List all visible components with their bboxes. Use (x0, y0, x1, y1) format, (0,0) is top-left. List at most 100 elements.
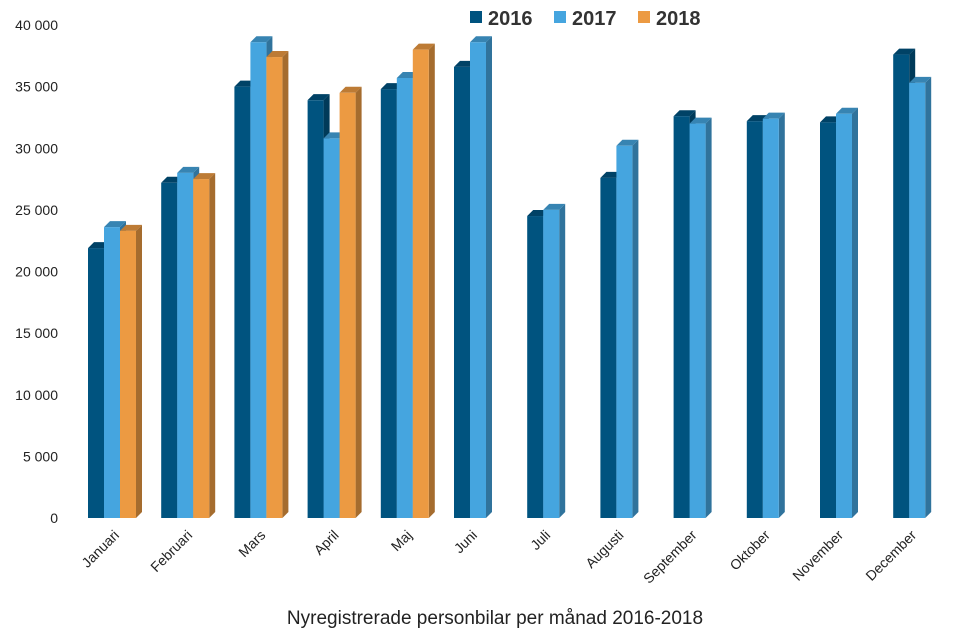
y-tick-label: 40 000 (15, 17, 58, 33)
bar-front (527, 216, 544, 518)
legend-swatch-2017 (554, 11, 566, 23)
y-tick-label: 15 000 (15, 325, 58, 341)
bar-front (250, 42, 267, 518)
bar-2018-februari (193, 173, 216, 518)
bar-side (486, 36, 492, 518)
y-tick-label: 0 (50, 510, 58, 526)
legend-label-2018: 2018 (656, 8, 701, 30)
y-tick-label: 35 000 (15, 79, 58, 95)
legend: 2016 2017 2018 (470, 8, 701, 30)
x-tick-label: April (311, 527, 342, 558)
bar-side (705, 117, 712, 518)
bar-front (266, 57, 283, 519)
bar-side (925, 76, 932, 519)
bar-side (136, 224, 142, 518)
bar-front (673, 116, 690, 518)
bar-top (543, 203, 566, 210)
bar-2017-oktober (762, 112, 785, 519)
legend-label-2017: 2017 (572, 8, 617, 30)
bar-front (339, 92, 356, 518)
bar-top (193, 173, 216, 180)
bar-top (250, 36, 273, 43)
bar-2018-mars (266, 51, 289, 519)
bar-2017-juni (470, 36, 492, 518)
bar-top (673, 110, 696, 117)
bar-front (820, 122, 836, 519)
bar-front (470, 42, 486, 518)
bar-top (339, 86, 362, 93)
bar-2018-januari (120, 224, 142, 518)
y-axis: 0 5 000 10 000 15 000 20 000 25 000 30 000 35 0… (15, 17, 58, 526)
bar-2018-april (339, 86, 362, 518)
y-tick-label: 25 000 (15, 202, 58, 218)
bar-top (616, 139, 639, 146)
bar-front (323, 138, 340, 518)
bar-front (600, 177, 617, 518)
bar-top (893, 48, 916, 55)
x-axis: Januari Februari Mars April Maj Juni Juli Augus… (78, 527, 919, 587)
bar-side (355, 86, 362, 518)
bar-front (454, 66, 470, 518)
bar-top (104, 221, 126, 228)
bar-front (836, 113, 852, 519)
bar-front (161, 182, 178, 518)
y-tick-label: 20 000 (15, 264, 58, 280)
legend-label-2016: 2016 (488, 8, 533, 30)
bar-2017-december (909, 76, 932, 519)
bar-top (120, 224, 142, 231)
bar-side (282, 51, 289, 519)
x-tick-label: Juni (451, 527, 480, 556)
bar-front (689, 123, 706, 518)
bar-front (193, 179, 210, 518)
bar-front (380, 89, 397, 518)
bar-side (778, 112, 785, 519)
bar-front (120, 230, 136, 518)
bar-top (836, 107, 858, 114)
bar-2017-juli (543, 203, 566, 518)
bar-2017-september (689, 117, 712, 518)
x-tick-label: September (640, 527, 700, 587)
bar-front (234, 86, 251, 518)
bar-front (104, 227, 120, 518)
bar-2017-augusti (616, 139, 639, 518)
x-tick-label: November (789, 527, 846, 584)
bar-top (177, 166, 200, 173)
y-tick-label: 30 000 (15, 140, 58, 156)
bar-front (762, 118, 779, 519)
bar-front (909, 82, 926, 519)
bar-2018-maj (412, 43, 435, 519)
bar-2017-november (836, 107, 858, 519)
x-tick-label: Januari (78, 527, 122, 571)
bar-side (632, 139, 639, 518)
bar-top (689, 117, 712, 124)
legend-swatch-2016 (470, 11, 482, 23)
y-tick-label: 5 000 (23, 448, 58, 464)
bar-front (746, 121, 763, 518)
bar-side (209, 173, 216, 518)
bar-front (893, 54, 910, 518)
x-tick-label: Augusti (582, 527, 626, 571)
y-tick-label: 10 000 (15, 387, 58, 403)
bar-side (559, 203, 566, 518)
bar-front (177, 172, 194, 518)
bar-front (616, 145, 633, 518)
x-tick-label: Oktober (726, 527, 773, 574)
x-tick-label: Februari (147, 527, 195, 575)
bar-front (307, 100, 324, 519)
bar-front (396, 77, 413, 518)
bar-top (266, 51, 289, 58)
x-tick-label: Maj (388, 527, 415, 554)
bar-front (543, 209, 560, 518)
bar-side (852, 107, 858, 519)
x-tick-label: December (862, 527, 919, 584)
x-tick-label: Mars (235, 527, 268, 560)
bar-top (307, 94, 330, 101)
bar-top (762, 112, 785, 119)
bar-top (909, 76, 932, 83)
x-tick-label: Juli (527, 527, 553, 553)
bar-top (470, 36, 492, 43)
bar-top (412, 43, 435, 50)
bar-front (88, 248, 104, 518)
